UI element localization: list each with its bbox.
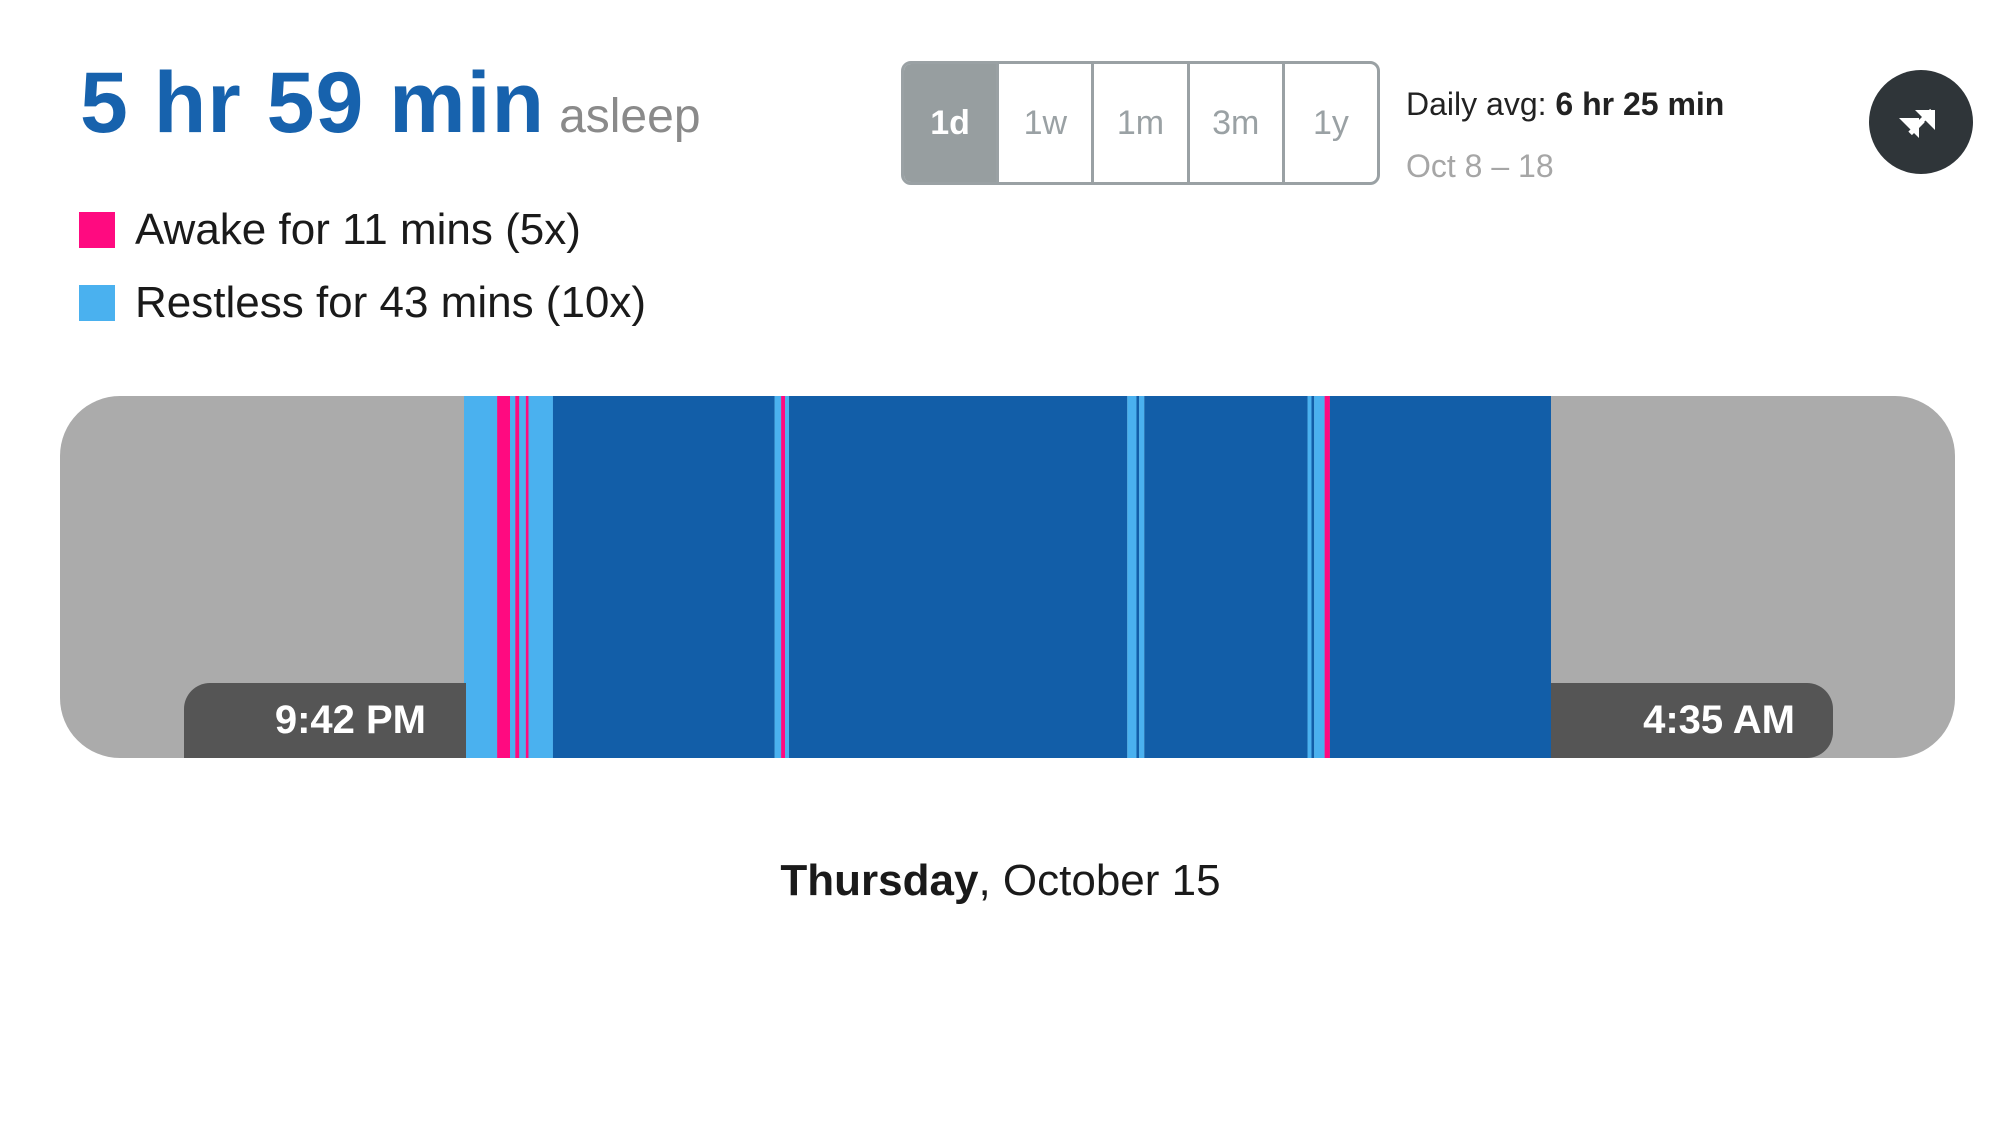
date-weekday: Thursday (780, 856, 979, 905)
date-rest: , October 15 (978, 856, 1221, 905)
range-option-1w[interactable]: 1w (996, 64, 1091, 182)
sleep-end-label: 4:35 AM (1643, 698, 1795, 742)
daily-average-value: 6 hr 25 min (1555, 86, 1725, 122)
timeline-segment-restless (464, 396, 498, 758)
timeline-segment-restless (528, 396, 553, 758)
sleep-duration: 5 hr 59 min (80, 55, 546, 151)
timeline-segment-restless (1307, 396, 1312, 758)
time-range-selector: 1d 1w 1m 3m 1y (901, 61, 1380, 185)
daily-average: Daily avg: 6 hr 25 min (1406, 86, 1724, 123)
sleep-duration-suffix: asleep (559, 90, 701, 143)
range-option-1m[interactable]: 1m (1091, 64, 1186, 182)
timeline-segment-awake (525, 396, 529, 758)
restless-swatch (79, 285, 115, 321)
collapse-arrows-icon (1899, 108, 1935, 138)
sleep-duration-headline: 5 hr 59 min asleep (80, 60, 701, 146)
sleep-start-label: 9:42 PM (274, 698, 426, 742)
timeline-segment-restless (785, 396, 790, 758)
date-range: Oct 8 – 18 (1406, 148, 1554, 184)
legend-restless-label: Restless for 43 mins (10x) (135, 278, 647, 327)
timeline-segment-awake (781, 396, 786, 758)
timeline-segment-restless (774, 396, 782, 758)
timeline-segment-asleep (1136, 396, 1140, 758)
range-option-3m[interactable]: 3m (1186, 64, 1282, 182)
range-option-1d[interactable]: 1d (904, 64, 997, 182)
timeline-segment-asleep (789, 396, 1128, 758)
sleep-start-time: 9:42 PM (184, 683, 466, 758)
legend-awake: Awake for 11 mins (5x) (79, 205, 581, 255)
daily-average-label: Daily avg: (1406, 86, 1547, 122)
sleep-timeline-chart (464, 396, 1551, 758)
legend-awake-label: Awake for 11 mins (5x) (135, 205, 581, 254)
timeline-segment-restless (1314, 396, 1325, 758)
timeline-segment-restless (1139, 396, 1145, 758)
timeline-segment-awake (515, 396, 520, 758)
timeline-segment-restless (510, 396, 516, 758)
timeline-segment-asleep (1144, 396, 1308, 758)
timeline-segment-restless (1127, 396, 1137, 758)
collapse-button[interactable] (1869, 70, 1973, 174)
legend-restless: Restless for 43 mins (10x) (79, 278, 646, 328)
sleep-end-time: 4:35 AM (1551, 683, 1833, 758)
timeline-segment-restless (519, 396, 526, 758)
selected-date: Thursday, October 15 (0, 856, 2001, 906)
awake-swatch (79, 212, 115, 248)
timeline-segment-awake (1324, 396, 1330, 758)
timeline-segment-asleep (552, 396, 775, 758)
timeline-segment-asleep (1311, 396, 1315, 758)
range-option-1y[interactable]: 1y (1281, 64, 1377, 182)
timeline-segment-asleep (1329, 396, 1551, 758)
timeline-segment-awake (497, 396, 511, 758)
